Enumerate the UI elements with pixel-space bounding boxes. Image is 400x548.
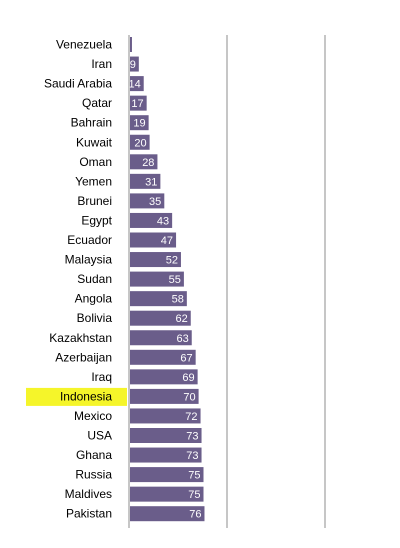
category-labels: Venezuela Iran Saudi Arabia Qatar Bahrain Kuw… [44, 38, 113, 521]
category-label: Kazakhstan [49, 331, 112, 345]
data-label: 43 [157, 215, 169, 227]
data-label: 14 [128, 79, 140, 91]
bar [130, 115, 149, 131]
bar [130, 56, 139, 72]
bar [130, 173, 161, 189]
data-label: 31 [145, 176, 157, 188]
category-label: Maldives [65, 487, 112, 501]
data-label: 28 [142, 157, 154, 169]
bar [130, 486, 204, 502]
highlight-marker [26, 387, 127, 406]
data-label: 35 [149, 196, 161, 208]
category-label: Kuwait [76, 135, 113, 149]
data-label: 76 [189, 509, 201, 521]
category-label: USA [87, 429, 112, 443]
category-label: Egypt [81, 213, 112, 227]
bar [130, 252, 181, 268]
data-label: 69 [182, 372, 194, 384]
gridlines [128, 35, 326, 528]
data-label: 52 [166, 255, 178, 267]
category-label: Qatar [82, 96, 112, 110]
data-label: 58 [172, 294, 184, 306]
bar [130, 330, 192, 346]
category-label: Iraq [91, 370, 112, 384]
data-label: 73 [186, 431, 198, 443]
category-label: Mexico [74, 409, 112, 423]
category-label: Indonesia [60, 389, 112, 403]
bar [130, 349, 196, 365]
bar [130, 408, 201, 424]
highlight-layer [26, 387, 127, 406]
bar [130, 369, 198, 385]
category-label: Oman [79, 155, 112, 169]
data-label: 55 [169, 274, 181, 286]
category-label: Iran [91, 57, 112, 71]
bars-layer: 9 14 17 19 20 28 31 35 43 47 52 55 58 62 63 67 69 70 72 73 7… [128, 37, 205, 522]
category-label: Sudan [77, 272, 112, 286]
category-label: Russia [75, 468, 112, 482]
bar [130, 310, 191, 326]
bar [130, 506, 205, 522]
data-label: 9 [130, 59, 136, 71]
category-label: Pakistan [66, 507, 112, 521]
bar [130, 193, 165, 209]
bar [130, 76, 144, 92]
bar [130, 388, 199, 404]
category-label: Saudi Arabia [44, 77, 112, 91]
bar [130, 271, 184, 287]
data-label: 19 [133, 118, 145, 130]
category-label: Bahrain [71, 116, 112, 130]
data-label: 17 [131, 98, 143, 110]
data-label: 20 [134, 137, 146, 149]
data-label: 73 [186, 450, 198, 462]
category-label: Ghana [76, 448, 112, 462]
data-label: 70 [183, 391, 195, 403]
category-label: Venezuela [56, 38, 112, 52]
data-label: 47 [161, 235, 173, 247]
bar [130, 291, 187, 307]
data-label: 62 [176, 313, 188, 325]
bar [130, 467, 204, 483]
bar [130, 232, 177, 248]
data-label: 75 [188, 489, 200, 501]
category-label: Bolivia [77, 311, 113, 325]
data-label: 67 [180, 352, 192, 364]
bar [130, 95, 147, 111]
data-label: 63 [176, 333, 188, 345]
bar [130, 212, 173, 228]
category-label: Ecuador [67, 233, 112, 247]
data-label: 75 [188, 470, 200, 482]
category-label: Malaysia [65, 253, 113, 267]
category-label: Angola [75, 292, 113, 306]
category-label: Azerbaijan [55, 350, 112, 364]
bar [130, 154, 158, 170]
category-label: Brunei [77, 194, 112, 208]
data-label: 72 [185, 411, 197, 423]
category-label: Yemen [75, 174, 112, 188]
bar [130, 37, 132, 52]
bar [130, 428, 202, 443]
bar [130, 447, 202, 463]
bar [130, 134, 150, 150]
